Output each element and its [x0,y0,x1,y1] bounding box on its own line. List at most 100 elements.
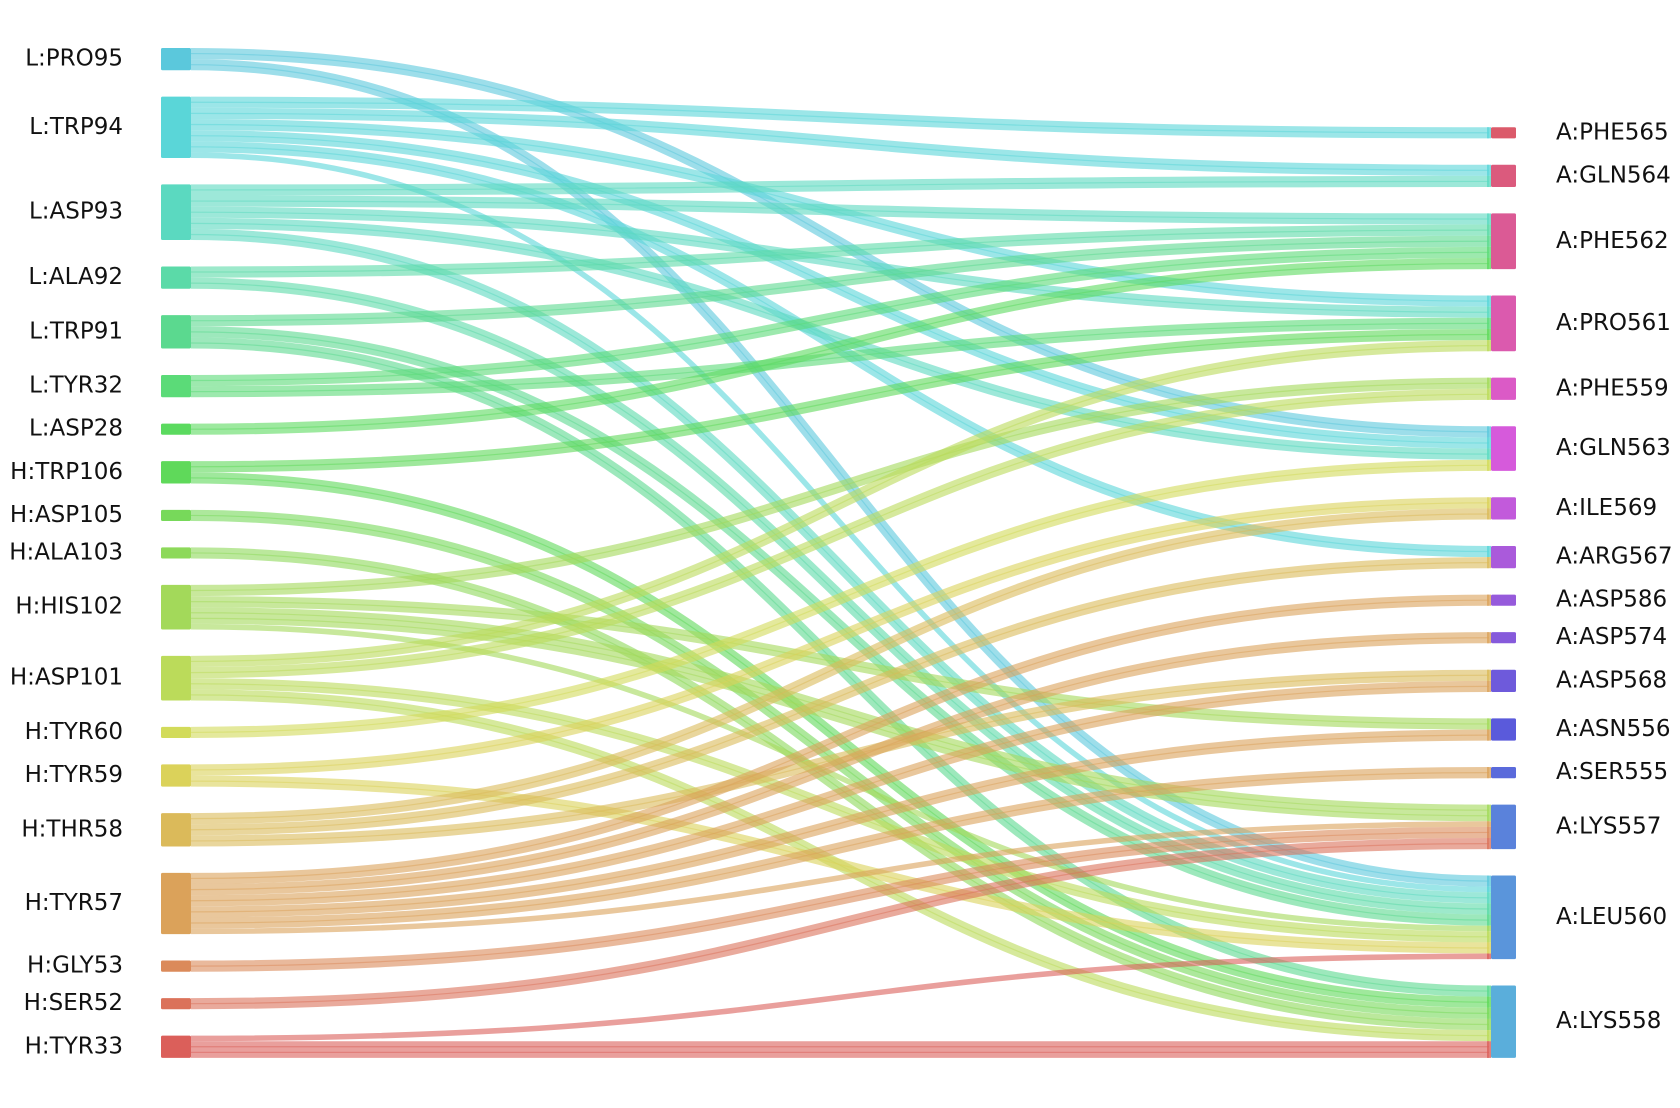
link-end [1487,328,1491,341]
right-node [1491,377,1516,400]
left-node [161,315,191,349]
link-end [1487,767,1491,779]
link-end [1487,875,1491,887]
link-end [1487,821,1491,827]
left-node [161,461,191,484]
left-node [161,547,191,559]
left-node [161,872,191,935]
link-end [1487,925,1491,932]
link-end [1487,175,1491,188]
link-stripe [190,222,1490,455]
link-stripe [190,502,1490,771]
link-end [1487,718,1491,730]
link-end [1487,557,1491,569]
link-end [1487,886,1491,893]
left-node-label: H:ALA103 [9,539,123,565]
left-node [161,960,191,972]
left-node [161,1035,191,1058]
right-node-label: A:SER555 [1556,759,1668,785]
link [190,821,1490,935]
left-node-label: L:ASP28 [29,416,123,442]
left-node [161,423,191,435]
link-stripe [190,211,1490,313]
right-node [1491,767,1516,779]
left-node-label: H:TYR59 [25,762,123,788]
left-node [161,655,191,701]
left-node-label: L:ALA92 [28,264,123,290]
link-end [1487,669,1491,681]
link-end [1487,942,1491,954]
link-end [1487,826,1491,839]
left-node-label: H:TYR60 [25,719,123,745]
right-node-label: A:ILE569 [1556,495,1657,521]
left-node-label: L:ASP93 [29,199,123,225]
link-end [1487,996,1491,1008]
link-stripe [190,333,1490,468]
link-stripe [190,240,1490,322]
right-node-label: A:LEU560 [1556,904,1667,930]
link-end [1487,340,1491,352]
right-node-label: A:GLN564 [1556,162,1671,188]
link-stripe [190,101,1490,134]
link-end [1487,426,1491,438]
link-stripe [190,393,1490,674]
left-node [161,48,191,71]
links [190,48,1491,1058]
link-end [1487,914,1491,926]
right-node [1491,295,1516,352]
link-end [1487,953,1491,960]
link-end [1487,246,1491,258]
left-node-label: H:TRP106 [10,459,123,485]
right-node-label: A:PRO561 [1556,310,1671,336]
link-end [1487,729,1491,741]
right-node [1491,594,1516,606]
link-stripe [190,734,1490,913]
link-end [1487,931,1491,943]
left-node [161,584,191,630]
link-end [1487,1007,1491,1019]
right-node-label: A:ARG567 [1556,544,1673,570]
link-end [1487,306,1491,318]
link-end [1487,224,1491,236]
link-end [1487,1030,1491,1042]
link-stripe [190,513,1490,820]
link-stripe [190,612,1490,811]
right-node [1491,985,1516,1058]
left-node-label: L:TYR32 [29,373,123,399]
right-node-label: A:ASP568 [1556,667,1667,693]
link-end [1487,235,1491,247]
left-node [161,96,191,158]
left-node [161,184,191,241]
link-stripe [190,135,1490,444]
link-stripe [190,831,1490,967]
link-stripe [190,382,1490,592]
link-end [1487,295,1491,307]
link [190,607,1490,822]
right-node [1491,669,1516,692]
left-node-label: L:TRP94 [29,114,123,140]
link-stripe [190,842,1490,1005]
link-stripe [190,229,1490,273]
right-node-label: A:LYS557 [1556,813,1661,839]
left-node-label: L:TRP91 [29,318,123,344]
link-stripe [190,683,1490,938]
link-end [1487,257,1491,270]
link-stripe [190,251,1490,382]
right-node [1491,718,1516,741]
link-stripe [190,112,1490,171]
right-node [1491,497,1516,520]
link-end [1487,804,1491,822]
link-stripe [190,599,1490,880]
right-node-label: A:ASP574 [1556,624,1667,650]
link-stripe [190,345,1490,663]
left-node [161,813,191,847]
link-stripe [190,200,1490,220]
link-end [1487,213,1491,225]
left-node-label: H:HIS102 [15,594,123,620]
right-node [1491,545,1516,569]
left-node-label: H:TYR33 [25,1033,123,1059]
right-node-label: A:ASN556 [1556,716,1671,742]
link-end [1487,448,1491,460]
